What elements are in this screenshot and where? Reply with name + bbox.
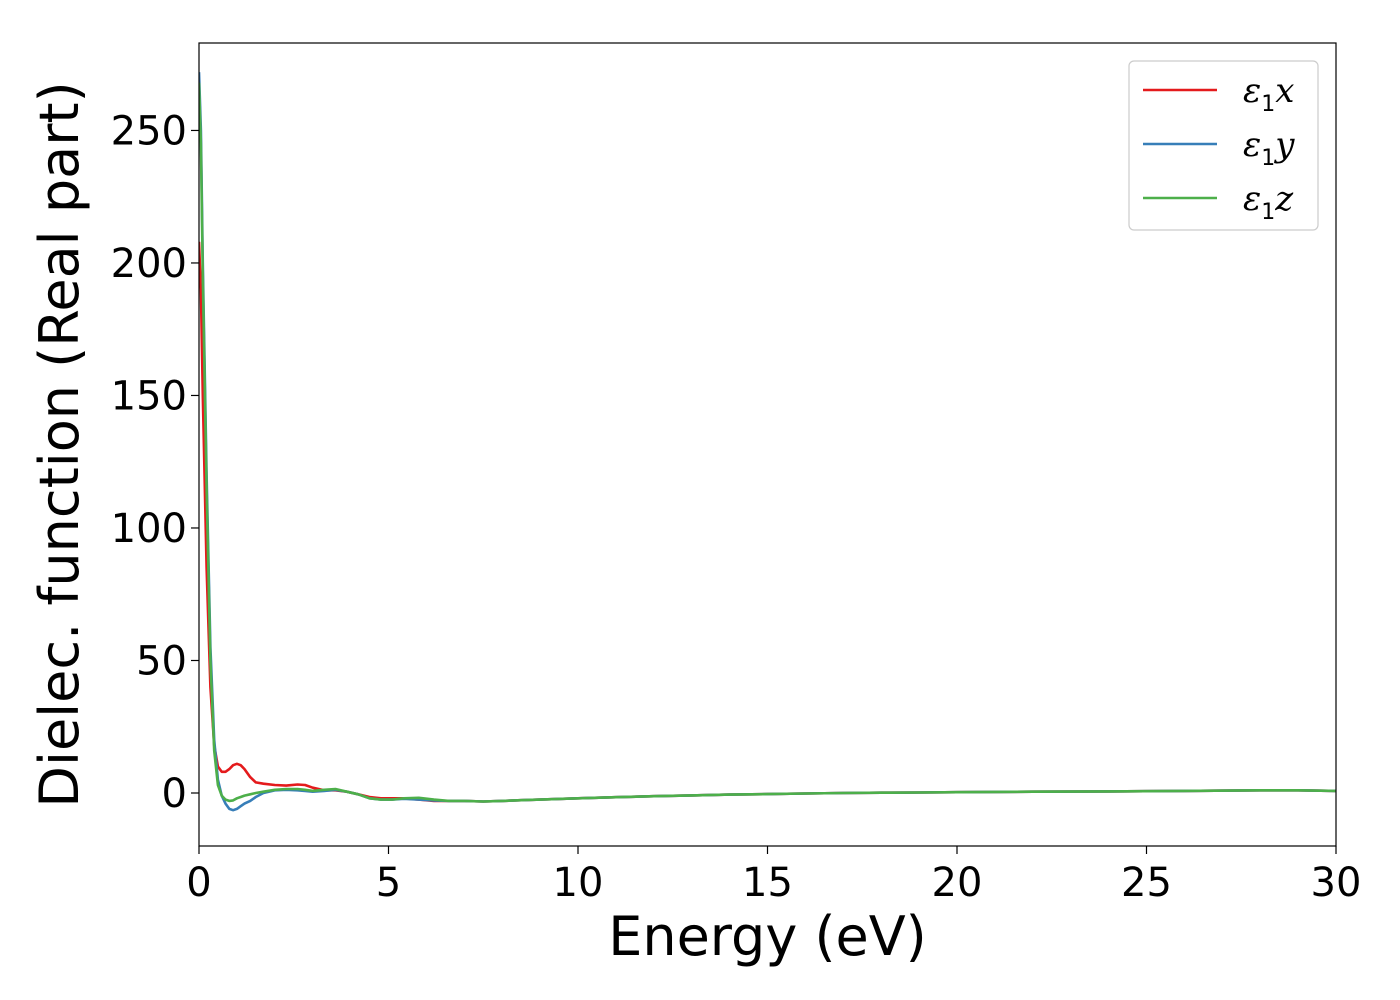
y-axis-ticks: 0 50 100 150 200 250 — [111, 108, 199, 817]
x-axis-ticks: 0 5 10 15 20 25 30 — [186, 846, 1361, 906]
x-tick-label: 25 — [1121, 860, 1172, 906]
y-axis-title: Dielec. function (Real part) — [28, 81, 91, 807]
series-layer — [199, 72, 1336, 812]
legend-entry-y: ε1y — [1243, 125, 1295, 171]
legend-symbol: ε — [1243, 179, 1261, 219]
x-tick-label: 5 — [376, 860, 401, 906]
legend-subscript: 1 — [1261, 92, 1275, 117]
y-tick-label: 200 — [111, 241, 187, 287]
legend-subscript: 1 — [1261, 146, 1275, 171]
x-tick-label: 10 — [553, 860, 604, 906]
y-tick-label: 50 — [136, 638, 187, 684]
legend-symbol: ε — [1243, 125, 1261, 165]
x-axis-title: Energy (eV) — [608, 905, 927, 968]
y-tick-label: 250 — [111, 108, 187, 154]
series-line-z — [199, 82, 1336, 803]
plot-area — [198, 42, 1337, 847]
legend-variable: x — [1275, 71, 1294, 111]
y-tick-label: 100 — [111, 506, 187, 552]
legend-box — [1128, 60, 1319, 231]
legend-symbol: ε — [1243, 71, 1261, 111]
x-tick-label: 0 — [186, 860, 211, 906]
legend-variable: y — [1273, 125, 1295, 165]
y-tick-label: 150 — [111, 373, 187, 419]
legend-entry-x: ε1x — [1243, 71, 1294, 117]
x-tick-label: 20 — [932, 860, 983, 906]
y-tick-label: 0 — [162, 771, 187, 817]
legend-variable: z — [1274, 179, 1294, 219]
x-tick-label: 30 — [1311, 860, 1362, 906]
legend-subscript: 1 — [1261, 200, 1275, 225]
x-tick-label: 15 — [742, 860, 793, 906]
legend-entry-z: ε1z — [1243, 179, 1294, 225]
